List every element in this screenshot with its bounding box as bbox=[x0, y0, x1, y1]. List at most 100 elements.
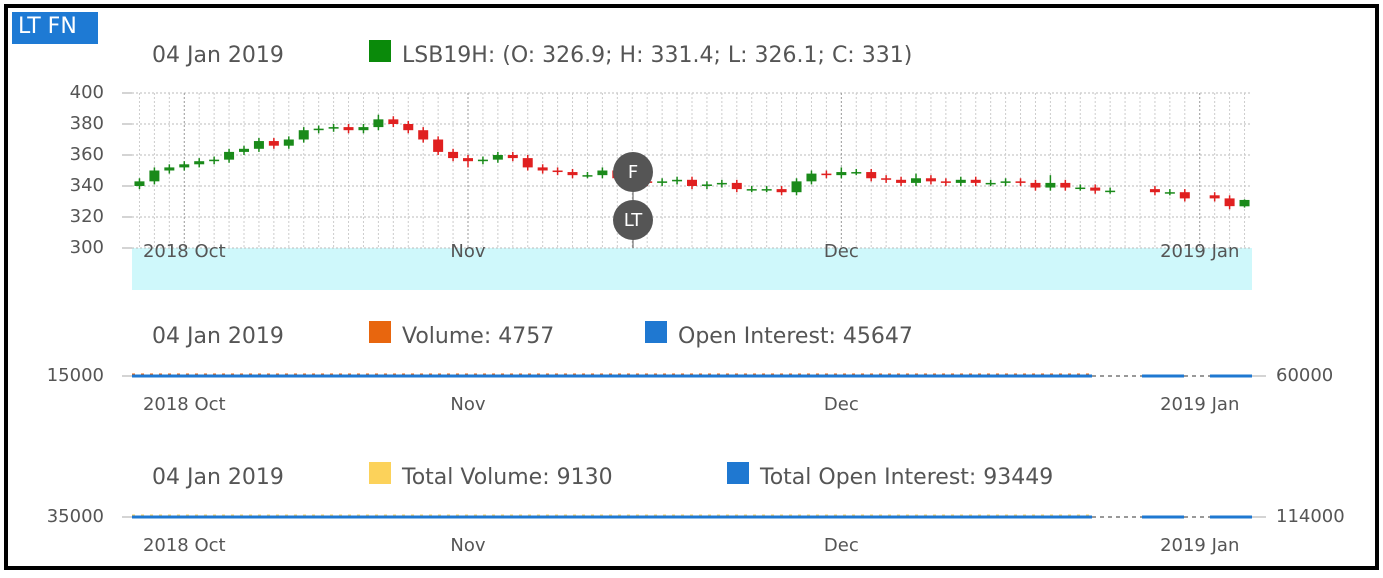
legend-text: Open Interest: 45647 bbox=[678, 324, 913, 349]
y-tick-label: 15000 bbox=[47, 365, 104, 386]
date-label: 04 Jan 2019 bbox=[152, 324, 284, 349]
legend-swatch bbox=[369, 462, 391, 484]
candle-body bbox=[477, 159, 488, 162]
candle-body bbox=[1000, 181, 1011, 183]
candle-body bbox=[343, 127, 354, 131]
candle-body bbox=[806, 173, 817, 182]
candle-body bbox=[1060, 182, 1071, 188]
candle-body bbox=[1179, 192, 1190, 199]
x-tick-label: 2019 Jan bbox=[1160, 241, 1239, 262]
legend-swatch bbox=[369, 321, 391, 343]
candle-body bbox=[388, 119, 399, 124]
candle-body bbox=[1075, 187, 1086, 190]
candle-body bbox=[881, 178, 892, 180]
candle-body bbox=[1164, 192, 1175, 194]
x-tick-label: 2018 Oct bbox=[143, 241, 226, 262]
candle-body bbox=[866, 172, 877, 179]
legend-text: Total Volume: 9130 bbox=[401, 465, 613, 490]
x-tick-label: 2019 Jan bbox=[1160, 535, 1239, 556]
y-tick-label: 320 bbox=[70, 206, 104, 227]
candle-body bbox=[149, 170, 160, 182]
candle-body bbox=[492, 155, 503, 160]
candle-body bbox=[1239, 199, 1250, 207]
candle-body bbox=[1030, 182, 1041, 188]
candle-body bbox=[1015, 181, 1026, 183]
annotation-text: F bbox=[628, 162, 638, 183]
candle-body bbox=[851, 172, 862, 174]
legend-text: Volume: 4757 bbox=[402, 324, 554, 349]
x-tick-label: 2019 Jan bbox=[1160, 394, 1239, 415]
x-tick-label: Dec bbox=[824, 535, 859, 556]
candle-body bbox=[179, 164, 190, 168]
candle-body bbox=[164, 167, 175, 171]
x-tick-label: 2018 Oct bbox=[143, 394, 226, 415]
legend-text: Total Open Interest: 93449 bbox=[759, 465, 1053, 490]
candle-body bbox=[313, 128, 324, 131]
candle-body bbox=[896, 179, 907, 183]
y-tick-label: 380 bbox=[70, 113, 104, 134]
date-label: 04 Jan 2019 bbox=[152, 465, 284, 490]
candle-body bbox=[716, 182, 727, 185]
candle-body bbox=[134, 181, 145, 186]
legend-text: LSB19H: (O: 326.9; H: 331.4; L: 326.1; C… bbox=[402, 43, 912, 68]
candle-body bbox=[328, 127, 339, 129]
candle-body bbox=[239, 148, 249, 152]
candle-body bbox=[672, 179, 683, 182]
legend-swatch bbox=[369, 40, 391, 62]
candle-body bbox=[507, 155, 518, 159]
candle-body bbox=[776, 189, 787, 193]
candle-body bbox=[433, 139, 444, 152]
y-tick-label: 35000 bbox=[47, 506, 104, 527]
candle-body bbox=[522, 158, 533, 168]
annotation-marker bbox=[613, 200, 653, 240]
candle-body bbox=[268, 141, 279, 146]
candle-body bbox=[746, 189, 757, 191]
candle-body bbox=[1045, 182, 1056, 188]
candle-body bbox=[283, 139, 294, 146]
candle-body bbox=[298, 130, 309, 140]
candle-body bbox=[1090, 187, 1101, 191]
lower-band bbox=[132, 248, 1252, 290]
badge-text: LT FN bbox=[18, 14, 77, 39]
y-tick-label: 360 bbox=[70, 144, 104, 165]
y-tick-label: 340 bbox=[70, 175, 104, 196]
annotation-marker bbox=[613, 152, 653, 192]
candle-body bbox=[1149, 189, 1160, 193]
candle-body bbox=[537, 167, 548, 171]
candle-body bbox=[791, 181, 802, 193]
y2-tick-label: 60000 bbox=[1276, 365, 1333, 386]
x-tick-label: Nov bbox=[450, 535, 485, 556]
candle-body bbox=[552, 170, 563, 173]
candle-body bbox=[911, 178, 921, 183]
candle-body bbox=[358, 127, 369, 131]
candle-body bbox=[821, 173, 832, 176]
candle-body bbox=[985, 182, 996, 185]
badge bbox=[12, 12, 98, 44]
candle-body bbox=[1209, 195, 1220, 199]
candle-body bbox=[253, 141, 264, 149]
candle-body bbox=[1105, 190, 1116, 193]
x-tick-label: Nov bbox=[450, 241, 485, 262]
candle-body bbox=[567, 172, 578, 176]
candle-body bbox=[970, 179, 981, 183]
x-tick-label: Dec bbox=[824, 394, 859, 415]
candle-body bbox=[657, 181, 668, 183]
x-tick-label: Nov bbox=[450, 394, 485, 415]
x-tick-label: 2018 Oct bbox=[143, 535, 226, 556]
annotation-text: LT bbox=[624, 210, 644, 231]
candle-body bbox=[955, 179, 966, 183]
candle-body bbox=[463, 158, 473, 162]
candle-body bbox=[597, 170, 608, 176]
legend-swatch bbox=[727, 462, 749, 484]
y2-tick-label: 114000 bbox=[1276, 506, 1345, 527]
candle-body bbox=[373, 119, 384, 128]
x-tick-label: Dec bbox=[824, 241, 859, 262]
y-tick-label: 300 bbox=[70, 237, 104, 258]
candle-body bbox=[403, 124, 414, 131]
candle-body bbox=[1224, 198, 1235, 207]
candle-body bbox=[418, 130, 429, 140]
candle-body bbox=[940, 181, 951, 183]
candle-body bbox=[448, 151, 459, 159]
